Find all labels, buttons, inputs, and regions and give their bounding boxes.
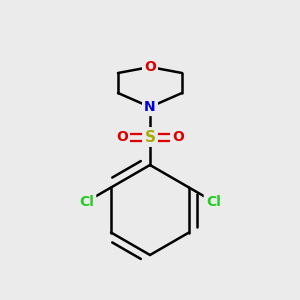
Text: S: S <box>145 130 155 145</box>
Text: O: O <box>116 130 128 144</box>
Text: O: O <box>172 130 184 144</box>
Text: Cl: Cl <box>206 194 221 208</box>
Text: O: O <box>172 130 184 144</box>
Text: O: O <box>144 60 156 74</box>
Text: Cl: Cl <box>79 194 94 208</box>
Text: N: N <box>144 100 156 114</box>
Text: N: N <box>144 100 156 114</box>
Text: O: O <box>116 130 128 144</box>
Text: S: S <box>145 130 155 145</box>
